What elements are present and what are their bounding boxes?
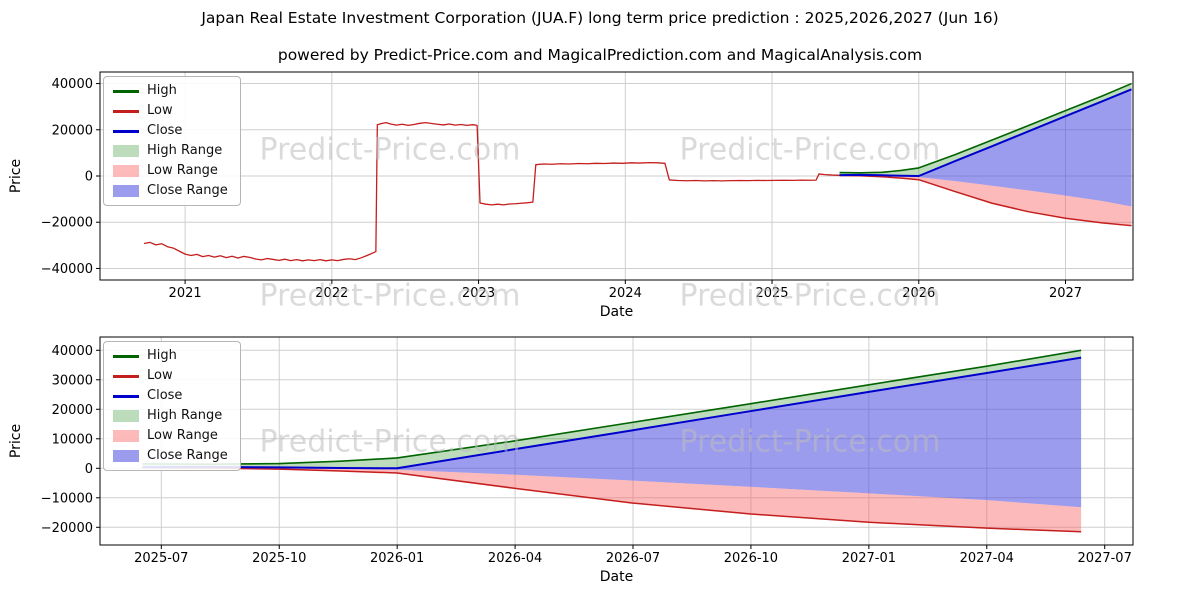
high-prediction-line [142, 349, 1082, 465]
close-range-band [142, 357, 1082, 508]
legend-item-close: Close [113, 123, 228, 139]
legend-swatch-line [113, 89, 139, 93]
high-prediction-line [839, 82, 1132, 174]
legend-label: Low [147, 368, 173, 383]
close-prediction-line [839, 88, 1132, 177]
legend-label: Close Range [147, 183, 228, 198]
x-tick-label: 2025 [755, 286, 788, 301]
x-tick-label: 2027-04 [960, 551, 1014, 566]
x-tick-label: 2027-01 [842, 551, 896, 566]
y-tick-label: 0 [85, 170, 93, 185]
legend-label: High Range [147, 143, 223, 158]
y-tick-label: 10000 [52, 432, 93, 447]
x-axis-label: Date [600, 569, 633, 585]
legend-swatch-line [113, 354, 139, 358]
y-tick-label: −20000 [41, 521, 93, 536]
legend-label: Close Range [147, 448, 228, 463]
close-prediction-line [142, 356, 1082, 470]
x-tick-label: 2023 [462, 286, 495, 301]
legend-swatch-line [113, 394, 139, 398]
legend-label: High Range [147, 408, 223, 423]
legend-label: High [147, 83, 177, 98]
page-title: Japan Real Estate Investment Corporation… [201, 9, 999, 27]
legend-item-low-range: Low Range [113, 163, 228, 179]
legend-item-low: Low [113, 103, 228, 119]
low-history-line [143, 121, 840, 262]
x-tick-label: 2026-04 [488, 551, 542, 566]
low-prediction-line [142, 466, 1082, 533]
main-history-chart-canvas: 2021 2022 2023 2024 2025 2026 2027 −40000 −20000… [8, 71, 1134, 320]
x-tick-label: 2027 [1049, 286, 1082, 301]
x-tick-label: 2025-10 [252, 551, 306, 566]
legend-swatch-line [113, 129, 139, 133]
legend-label: High [147, 348, 177, 363]
x-tick-label: 2022 [315, 286, 348, 301]
main-history-chart: 2021 2022 2023 2024 2025 2026 2027 −40000 −20000… [0, 60, 1200, 330]
y-tick-label: 30000 [52, 373, 93, 388]
plot-border [99, 336, 1134, 546]
low-prediction-line [839, 174, 1132, 227]
legend-label: Low Range [147, 428, 218, 443]
legend-item-high-range: High Range [113, 143, 228, 159]
legend-swatch-band [113, 165, 139, 177]
x-tick-label: 2025-07 [134, 551, 188, 566]
x-tick-label: 2026-07 [606, 551, 660, 566]
legend-swatch-band [113, 145, 139, 157]
y-tick-label: −10000 [41, 491, 93, 506]
legend-swatch-band [113, 410, 139, 422]
legend-label: Low Range [147, 163, 218, 178]
legend-bottom: High Low Close High Range Low Range Close Ran… [103, 341, 241, 471]
y-tick-label: 20000 [52, 403, 93, 418]
legend-item-low-range: Low Range [113, 428, 228, 444]
y-tick-label: 20000 [52, 123, 93, 138]
x-tick-label: 2026-10 [724, 551, 778, 566]
legend-swatch-band [113, 450, 139, 462]
page-subtitle: powered by Predict-Price.com and Magical… [277, 46, 923, 64]
legend-label: Close [147, 123, 183, 138]
prediction-detail-chart: 2025-07 2025-10 2026-01 2026-04 2026-07 2026-… [0, 330, 1200, 596]
y-tick-label: −20000 [41, 216, 93, 231]
legend-item-high: High [113, 348, 228, 364]
x-tick-label: 2027-07 [1078, 551, 1132, 566]
legend-item-close: Close [113, 388, 228, 404]
x-tick-label: 2026 [902, 286, 935, 301]
y-tick-label: 0 [85, 462, 93, 477]
prediction-detail-chart-canvas: 2025-07 2025-10 2026-01 2026-04 2026-07 2026-… [8, 336, 1134, 585]
y-tick-label: 40000 [52, 77, 93, 92]
y-axis-label: Price [8, 159, 24, 193]
legend-swatch-band [113, 430, 139, 442]
x-tick-label: 2026-01 [370, 551, 424, 566]
legend-label: Close [147, 388, 183, 403]
close-range-band [839, 89, 1132, 207]
x-axis-label: Date [600, 304, 633, 320]
legend-item-low: Low [113, 368, 228, 384]
x-tick-label: 2024 [609, 286, 642, 301]
legend-label: Low [147, 103, 173, 118]
legend-swatch-band [113, 185, 139, 197]
legend-item-close-range: Close Range [113, 183, 228, 199]
legend-swatch-line [113, 374, 139, 378]
y-tick-label: 40000 [52, 344, 93, 359]
y-tick-label: −40000 [41, 262, 93, 277]
legend-swatch-line [113, 109, 139, 113]
legend-item-high-range: High Range [113, 408, 228, 424]
legend-top: High Low Close High Range Low Range Close Ran… [103, 76, 241, 206]
low-range-band [142, 467, 1082, 532]
y-axis-label: Price [8, 424, 24, 458]
legend-item-close-range: Close Range [113, 448, 228, 464]
x-tick-label: 2021 [169, 286, 202, 301]
legend-item-high: High [113, 83, 228, 99]
